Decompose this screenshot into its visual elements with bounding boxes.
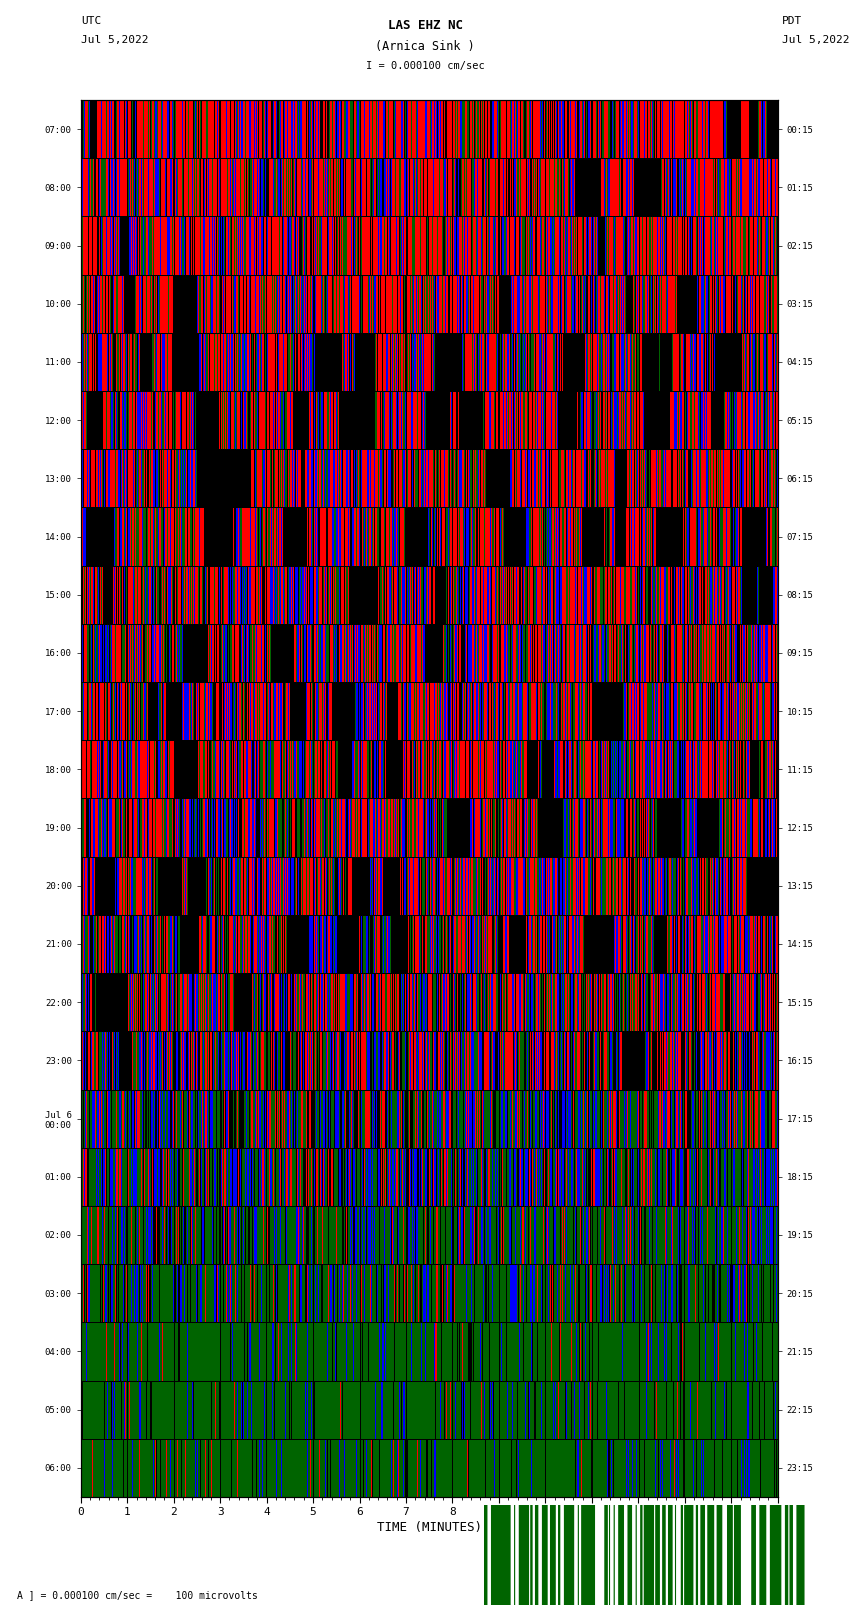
X-axis label: TIME (MINUTES): TIME (MINUTES) xyxy=(377,1521,482,1534)
Text: I = 0.000100 cm/sec: I = 0.000100 cm/sec xyxy=(366,61,484,71)
Text: LAS EHZ NC: LAS EHZ NC xyxy=(388,19,462,32)
Text: Jul 5,2022: Jul 5,2022 xyxy=(81,35,148,45)
Text: UTC: UTC xyxy=(81,16,101,26)
Text: A ] = 0.000100 cm/sec =    100 microvolts: A ] = 0.000100 cm/sec = 100 microvolts xyxy=(17,1590,258,1600)
Text: Jul 5,2022: Jul 5,2022 xyxy=(782,35,849,45)
Text: PDT: PDT xyxy=(782,16,802,26)
Text: (Arnica Sink ): (Arnica Sink ) xyxy=(375,40,475,53)
